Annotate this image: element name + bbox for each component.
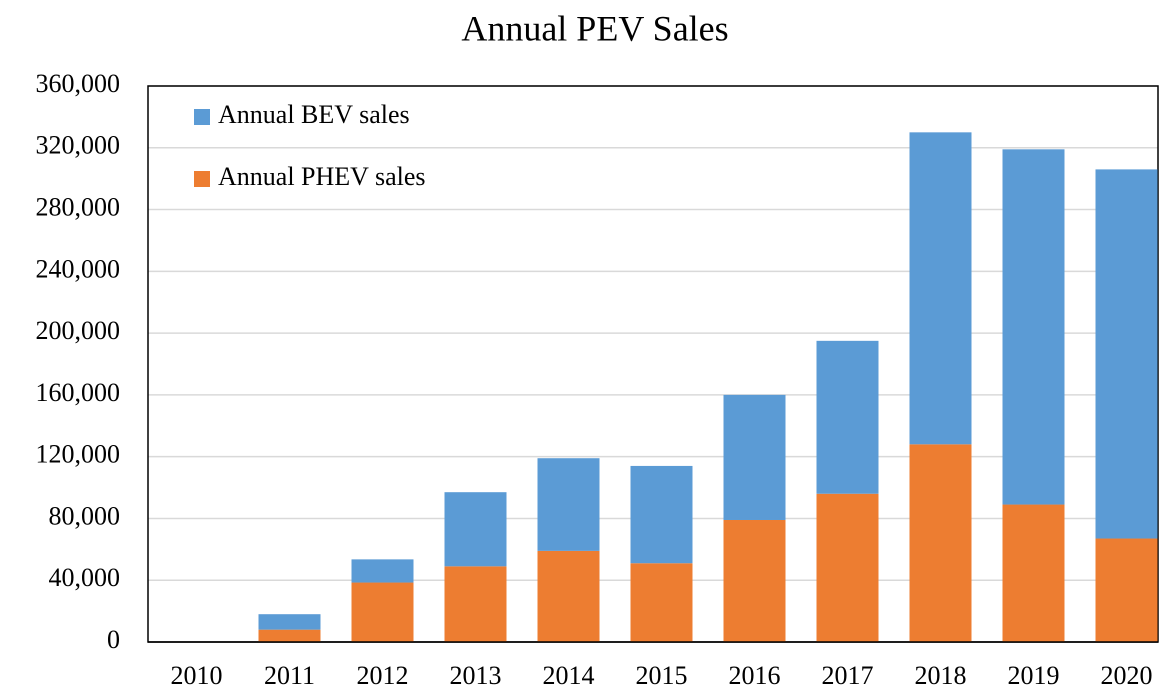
y-tick-label: 80,000 bbox=[49, 501, 121, 530]
bar-segment bbox=[351, 559, 414, 583]
y-tick-label: 240,000 bbox=[36, 254, 121, 283]
bar-segment bbox=[1095, 169, 1158, 539]
bar-segment bbox=[723, 519, 786, 642]
legend-label: Annual PHEV sales bbox=[218, 162, 426, 191]
y-tick-label: 280,000 bbox=[36, 193, 121, 222]
x-tick-label: 2013 bbox=[450, 661, 502, 690]
bar-segment bbox=[444, 566, 507, 642]
y-tick-label: 0 bbox=[107, 625, 120, 654]
bar-segment bbox=[630, 465, 693, 564]
chart-title: Annual PEV Sales bbox=[461, 8, 728, 48]
x-tick-label: 2010 bbox=[171, 661, 223, 690]
bar-segment bbox=[351, 582, 414, 642]
bar-segment bbox=[1002, 504, 1065, 642]
bar-segment bbox=[1002, 149, 1065, 505]
y-tick-label: 320,000 bbox=[36, 131, 121, 160]
y-tick-label: 160,000 bbox=[36, 378, 121, 407]
x-tick-label: 2016 bbox=[729, 661, 781, 690]
bar-segment bbox=[258, 614, 321, 630]
legend-swatch bbox=[194, 171, 210, 187]
bar-segment bbox=[723, 394, 786, 520]
x-tick-label: 2018 bbox=[915, 661, 967, 690]
y-tick-label: 120,000 bbox=[36, 440, 121, 469]
x-tick-label: 2014 bbox=[543, 661, 595, 690]
bar-segment bbox=[258, 629, 321, 642]
bar-segment bbox=[537, 458, 600, 551]
y-tick-label: 200,000 bbox=[36, 316, 121, 345]
bar-segment bbox=[816, 493, 879, 642]
bar-segment bbox=[630, 563, 693, 642]
bar-segment bbox=[909, 444, 972, 642]
x-tick-label: 2012 bbox=[357, 661, 409, 690]
x-tick-label: 2015 bbox=[636, 661, 688, 690]
y-tick-label: 360,000 bbox=[36, 69, 121, 98]
legend-label: Annual BEV sales bbox=[218, 100, 410, 129]
y-tick-label: 40,000 bbox=[49, 563, 121, 592]
bar-segment bbox=[1095, 538, 1158, 642]
bar-segment bbox=[444, 492, 507, 567]
x-tick-label: 2020 bbox=[1101, 661, 1153, 690]
bar-segment bbox=[537, 550, 600, 642]
x-tick-label: 2011 bbox=[264, 661, 315, 690]
x-tick-label: 2017 bbox=[822, 661, 874, 690]
bar-segment bbox=[909, 132, 972, 445]
x-tick-label: 2019 bbox=[1008, 661, 1060, 690]
bar-segment bbox=[816, 340, 879, 494]
legend-swatch bbox=[194, 109, 210, 125]
